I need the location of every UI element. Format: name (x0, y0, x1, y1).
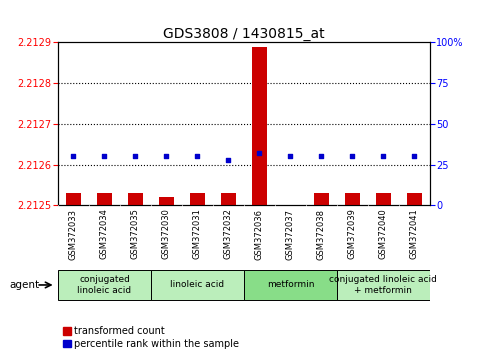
FancyBboxPatch shape (337, 270, 430, 300)
Text: GSM372039: GSM372039 (348, 209, 357, 259)
Text: GSM372041: GSM372041 (410, 209, 419, 259)
Bar (252, 46, 267, 205)
Bar (190, 193, 205, 205)
Text: agent: agent (10, 280, 40, 290)
Point (349, 154, 356, 159)
Point (70, 154, 77, 159)
Text: GSM372038: GSM372038 (317, 209, 326, 259)
Text: GSM372030: GSM372030 (162, 209, 171, 259)
Text: GSM372033: GSM372033 (69, 209, 78, 259)
Text: GSM372035: GSM372035 (131, 209, 140, 259)
Text: GSM372037: GSM372037 (286, 209, 295, 259)
Point (411, 154, 418, 159)
Bar (407, 193, 422, 205)
Text: linoleic acid: linoleic acid (170, 280, 225, 290)
Text: conjugated
linoleic acid: conjugated linoleic acid (77, 275, 131, 295)
Point (317, 154, 325, 159)
Bar (159, 197, 174, 205)
Text: conjugated linoleic acid
+ metformin: conjugated linoleic acid + metformin (329, 275, 437, 295)
Point (163, 154, 170, 159)
Point (131, 154, 139, 159)
Bar (128, 193, 143, 205)
FancyBboxPatch shape (58, 270, 151, 300)
Text: GSM372034: GSM372034 (100, 209, 109, 259)
FancyBboxPatch shape (151, 270, 244, 300)
Point (225, 157, 232, 162)
Text: GSM372032: GSM372032 (224, 209, 233, 259)
Bar (66, 193, 81, 205)
Point (380, 154, 387, 159)
Bar (313, 193, 329, 205)
Bar (376, 193, 391, 205)
Text: GSM372031: GSM372031 (193, 209, 202, 259)
Legend: transformed count, percentile rank within the sample: transformed count, percentile rank withi… (63, 326, 240, 349)
Text: metformin: metformin (267, 280, 314, 290)
Point (194, 154, 201, 159)
Title: GDS3808 / 1430815_at: GDS3808 / 1430815_at (163, 28, 325, 41)
Text: GSM372040: GSM372040 (379, 209, 388, 259)
Point (256, 150, 263, 156)
Bar (97, 193, 112, 205)
Bar (345, 193, 360, 205)
Point (286, 154, 294, 159)
Text: GSM372036: GSM372036 (255, 209, 264, 259)
Point (100, 154, 108, 159)
FancyBboxPatch shape (244, 270, 337, 300)
Bar (221, 193, 236, 205)
